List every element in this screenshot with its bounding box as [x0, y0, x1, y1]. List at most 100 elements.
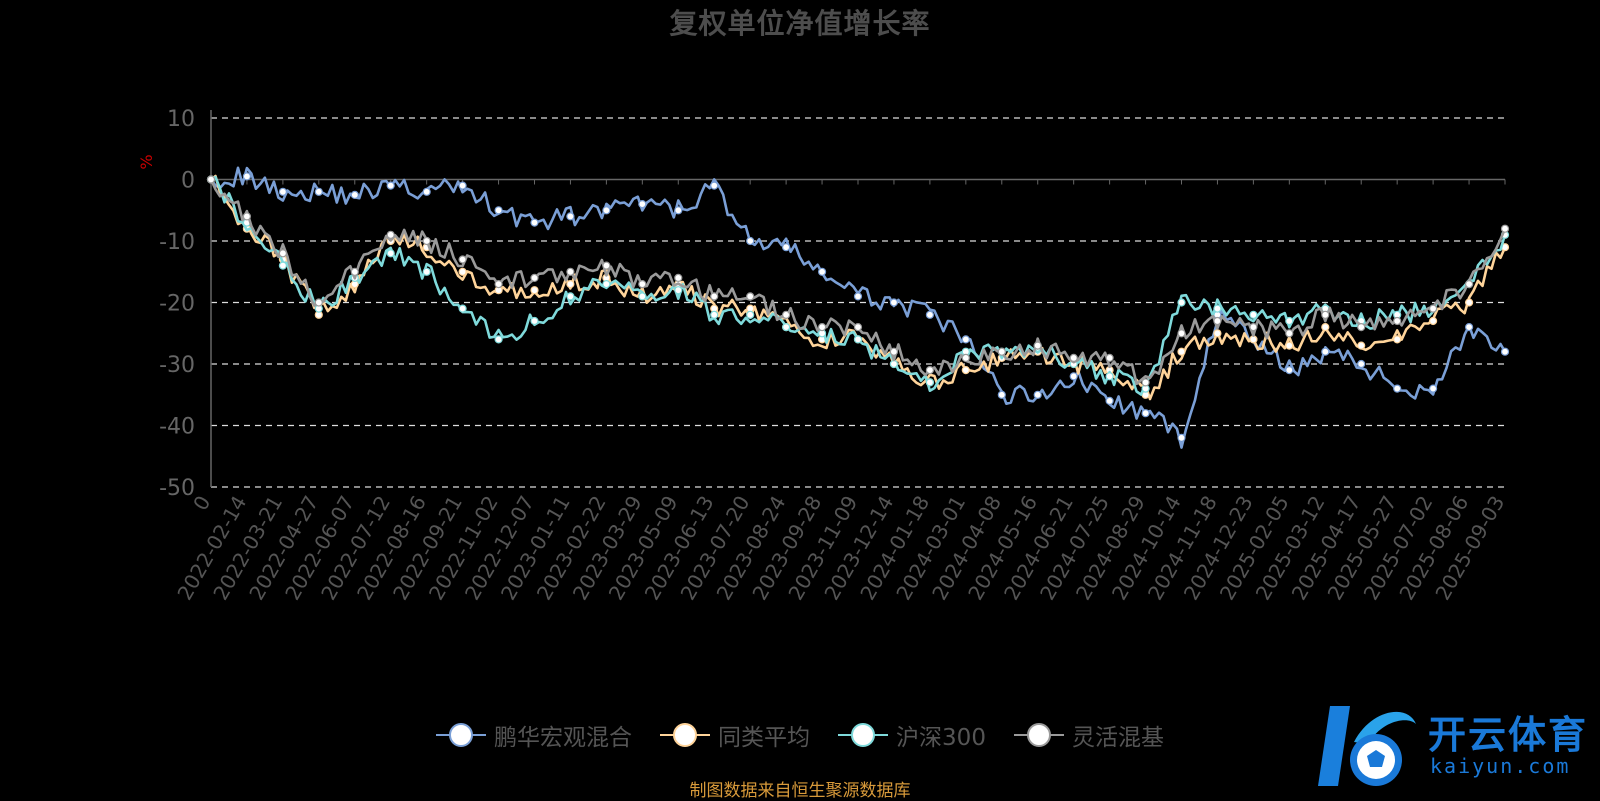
y-tick-label: 0	[181, 169, 195, 194]
data-point	[530, 286, 539, 295]
y-axis-unit-label: %	[137, 154, 156, 169]
data-point	[1249, 310, 1258, 319]
legend-label: 鹏华宏观混合	[494, 725, 633, 751]
data-point	[1033, 341, 1042, 350]
x-tick-label: 0	[188, 492, 215, 515]
source-note: 制图数据来自恒生聚源数据库	[689, 781, 911, 801]
legend-label: 沪深300	[896, 725, 986, 751]
data-point	[314, 298, 323, 307]
legend-item[interactable]: 灵活混基	[1013, 718, 1164, 752]
data-point	[206, 175, 216, 184]
legend-item[interactable]: 鹏华宏观混合	[436, 718, 632, 752]
data-point	[853, 292, 863, 301]
chart-title: 复权单位净值增长率	[669, 7, 931, 40]
data-point	[314, 187, 323, 196]
data-point	[1285, 316, 1294, 326]
data-point	[1141, 409, 1150, 418]
data-point	[961, 353, 970, 362]
data-point	[278, 261, 287, 270]
data-point	[350, 190, 359, 199]
data-point	[1321, 310, 1330, 319]
brand-name: 开云体育	[1428, 713, 1589, 757]
data-point	[1464, 280, 1474, 289]
data-point	[278, 187, 287, 196]
data-point	[566, 212, 575, 221]
data-point	[781, 243, 791, 252]
line-chart: 100-10-20-30-40-5002022-02-142022-03-212…	[137, 107, 1510, 604]
data-point	[997, 347, 1006, 356]
data-point	[422, 187, 431, 196]
brand-watermark: 开云体育 kaiyun.com	[1312, 698, 1592, 794]
data-point	[458, 255, 467, 264]
data-point	[746, 310, 755, 319]
data-point	[710, 181, 719, 190]
data-point	[494, 335, 503, 344]
data-point	[458, 304, 467, 313]
data-point	[242, 212, 251, 221]
data-point	[1177, 298, 1186, 307]
data-point	[1500, 347, 1510, 356]
data-point	[566, 267, 575, 276]
y-tick-label: 10	[167, 107, 195, 132]
data-point	[386, 181, 395, 190]
series-line	[210, 174, 1507, 401]
data-point	[1033, 390, 1042, 399]
data-point	[350, 267, 359, 276]
data-point	[1464, 323, 1474, 332]
data-point	[925, 366, 935, 375]
data-point	[566, 280, 575, 289]
data-point	[494, 206, 503, 215]
data-point	[1177, 433, 1186, 442]
legend-label: 同类平均	[718, 725, 811, 751]
data-point	[925, 378, 935, 387]
data-point	[1069, 353, 1078, 362]
data-point	[1393, 384, 1402, 393]
data-point	[710, 310, 719, 319]
data-point	[853, 323, 863, 332]
data-point	[602, 280, 611, 289]
legend-marker-icon	[838, 723, 889, 747]
data-point	[422, 267, 431, 276]
data-point	[638, 200, 647, 209]
data-point	[889, 359, 899, 369]
legend-marker-icon	[436, 723, 487, 747]
data-point	[817, 267, 827, 276]
data-point	[1105, 372, 1114, 381]
y-tick-label: -50	[159, 476, 195, 501]
series-line	[210, 175, 1507, 396]
data-point	[961, 366, 970, 375]
legend-item[interactable]: 沪深300	[838, 718, 986, 752]
data-point	[781, 310, 791, 319]
series-1	[206, 174, 1510, 401]
data-point	[530, 316, 539, 326]
data-point	[602, 261, 611, 270]
data-point	[1213, 329, 1222, 338]
data-point	[674, 206, 683, 215]
data-point	[674, 286, 683, 295]
data-point	[386, 230, 395, 239]
data-point	[1428, 316, 1438, 326]
data-point	[1105, 353, 1114, 362]
data-point	[386, 249, 395, 258]
data-point	[1285, 329, 1294, 338]
data-point	[494, 280, 503, 289]
data-point	[746, 236, 755, 246]
data-point	[1177, 347, 1186, 356]
data-point	[961, 335, 970, 344]
data-point	[566, 292, 575, 301]
data-point	[925, 310, 935, 319]
y-tick-label: -10	[159, 230, 195, 255]
data-point	[278, 249, 287, 258]
data-point	[1500, 224, 1510, 233]
legend-item[interactable]: 同类平均	[660, 718, 810, 752]
series-3	[206, 175, 1510, 387]
series-layer	[206, 166, 1510, 449]
data-point	[1321, 323, 1330, 332]
data-point	[1393, 335, 1402, 344]
data-point	[458, 267, 467, 276]
brand-logo-icon	[1318, 706, 1416, 786]
series-2	[206, 175, 1510, 396]
legend-marker-icon	[660, 723, 711, 747]
brand-domain: kaiyun.com	[1430, 754, 1571, 778]
data-point	[1321, 347, 1330, 356]
